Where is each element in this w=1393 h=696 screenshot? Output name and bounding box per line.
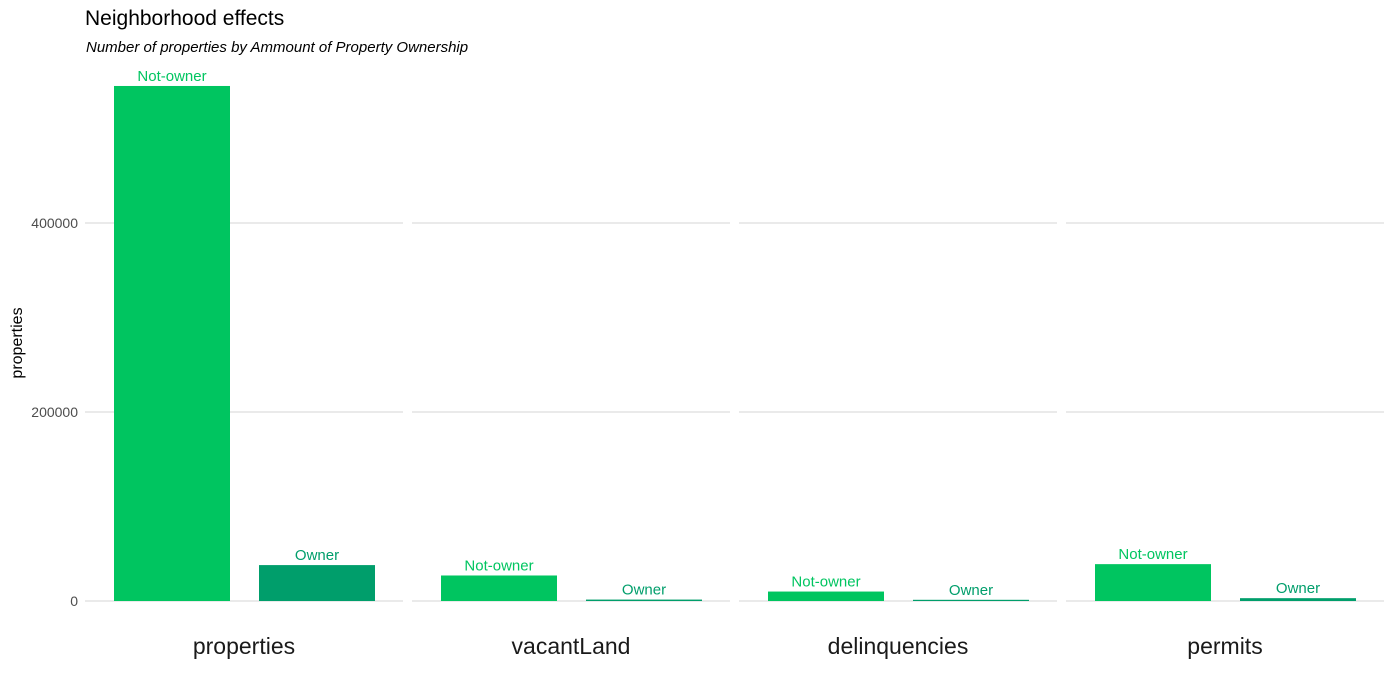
bar-label: Owner — [1276, 580, 1320, 597]
bar-label: Not-owner — [1118, 546, 1187, 563]
y-axis-label: properties — [9, 307, 26, 378]
y-tick-label: 200000 — [31, 404, 78, 420]
y-tick-label: 400000 — [31, 215, 78, 231]
bar-vacantLand-not-owner — [441, 575, 557, 601]
bar-label: Owner — [295, 547, 339, 564]
y-tick-label: 0 — [70, 593, 78, 609]
y-tick-labels: 0 200000 400000 — [31, 215, 78, 609]
bar-label: Not-owner — [137, 68, 206, 85]
facet-label-properties: properties — [193, 633, 295, 659]
bar-properties-owner — [259, 565, 375, 601]
bar-permits-owner — [1240, 598, 1356, 601]
bar-label: Owner — [622, 582, 666, 599]
gridlines — [85, 222, 1384, 602]
bar-label: Not-owner — [791, 574, 860, 591]
facet-label-delinquencies: delinquencies — [828, 633, 969, 659]
bar-permits-not-owner — [1095, 564, 1211, 601]
chart-title: Neighborhood effects — [85, 7, 284, 30]
bar-delinquencies-not-owner — [768, 591, 884, 601]
facet-labels: properties vacantLand delinquencies permits — [193, 633, 1263, 659]
bar-properties-not-owner — [114, 85, 230, 602]
bar-labels: Not-owner Owner Not-owner Owner Not-owner Own… — [137, 68, 1320, 599]
bars — [114, 85, 1356, 602]
bar-delinquencies-owner — [913, 599, 1029, 601]
bar-vacantLand-owner — [586, 599, 702, 601]
facet-label-permits: permits — [1187, 633, 1262, 659]
facet-label-vacantLand: vacantLand — [512, 633, 631, 659]
bar-label: Owner — [949, 582, 993, 599]
bar-label: Not-owner — [464, 557, 533, 574]
chart-subtitle: Number of properties by Ammount of Prope… — [86, 39, 468, 56]
